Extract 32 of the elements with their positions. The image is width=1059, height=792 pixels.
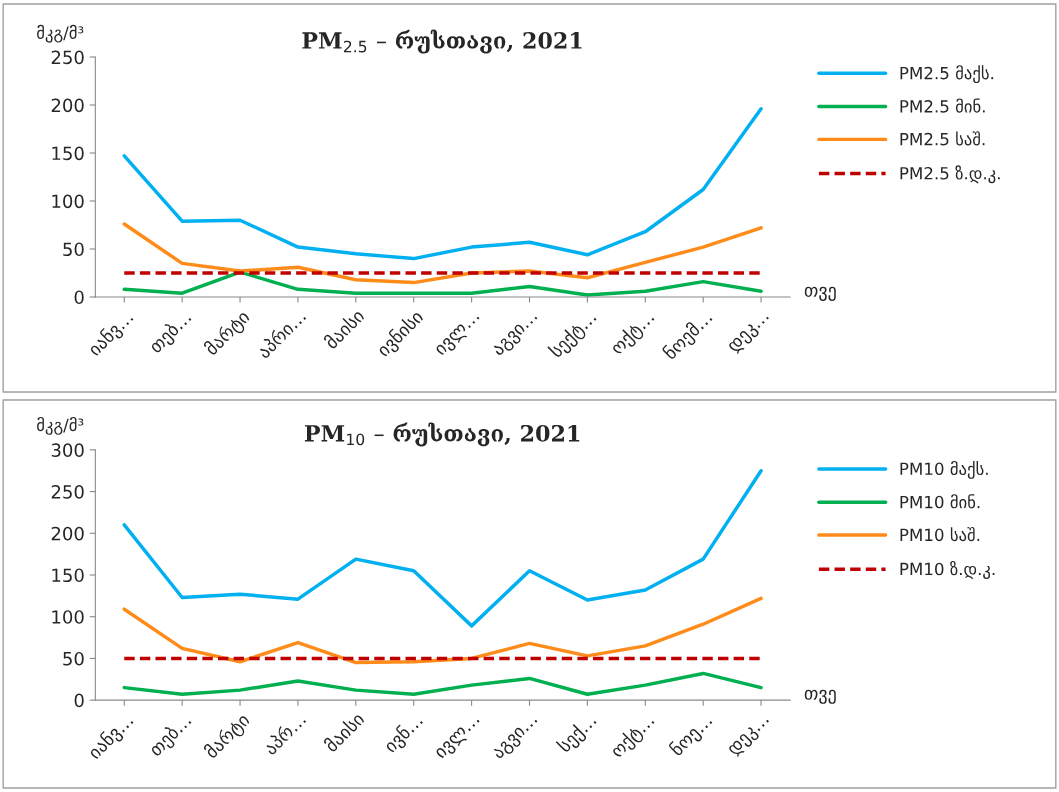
y-tick-label: 150 [52,568,84,583]
y-tick-label: 100 [52,194,84,209]
line-series [122,270,763,297]
y-tick-label: 50 [63,651,84,666]
y-tick-label: 150 [52,146,84,161]
y-tick-label: 200 [51,98,84,113]
y-tick-label: 300 [51,443,84,457]
y-tick-label: 50 [63,242,84,257]
legend-label: PM2.5 მინ. [900,98,985,113]
y-tick-label: 200 [51,526,84,541]
y-tick-label: 0 [74,290,84,305]
legend-label: PM10 ზ.დ.კ. [900,561,995,579]
y-tick-label: 100 [52,610,84,624]
x-axis-title: თვე [804,286,836,301]
line-series [122,671,763,697]
legend-label: PM10 მაქს. [900,460,988,479]
line-series [122,468,763,628]
y-axis-title: მკგ/მ³ [37,416,84,435]
y-tick-label: 0 [74,693,84,708]
legend-label: PM10 მინ. [900,494,980,509]
legend-label: PM2.5 მაქს. [900,65,994,84]
legend-label: PM2.5 ზ.დ.კ. [900,165,1000,184]
legend-label: PM10 საშ. [900,526,980,542]
chart-title: PM$_{10}$ – რუსთავი, 2021 [304,422,580,447]
line-series [122,107,763,261]
line-series [122,596,763,665]
y-axis-title: მკგ/მ³ [37,24,84,43]
y-tick-label: 250 [51,485,84,499]
legend-label: PM2.5 საშ. [900,131,985,146]
chart-title: PM$_{2.5}$ – რუსთავი, 2021 [302,29,582,54]
x-axis-title: თვე [804,689,836,704]
y-tick-label: 250 [51,50,84,65]
